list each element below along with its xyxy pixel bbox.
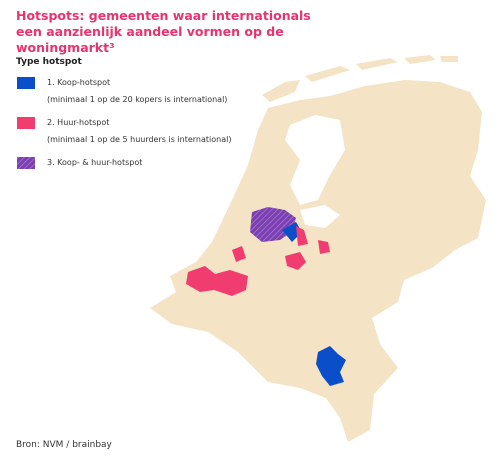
huur-hotspot bbox=[186, 266, 248, 296]
koop-hotspot bbox=[316, 346, 346, 386]
legend-label: 2. Huur-hotspot bbox=[47, 118, 110, 127]
netherlands bbox=[150, 80, 486, 442]
legend-swatch bbox=[17, 77, 35, 89]
huur-hotspot bbox=[296, 226, 308, 246]
legend-label: 1. Koop-hotspot bbox=[47, 78, 111, 87]
lake bbox=[300, 205, 340, 228]
legend-swatch bbox=[17, 157, 35, 169]
huur-hotspot bbox=[318, 240, 330, 254]
title: Hotspots: gemeenten waar internationals … bbox=[16, 8, 311, 55]
legend-title: Type hotspot bbox=[16, 57, 82, 67]
legend-swatch bbox=[17, 117, 35, 129]
lake bbox=[285, 115, 345, 205]
legend-note: (minimaal 1 op de 5 huurders is internat… bbox=[47, 135, 232, 144]
legend-note: (minimaal 1 op de 20 kopers is internati… bbox=[47, 95, 228, 104]
legend-label: 3. Koop- & huur-hotspot bbox=[47, 158, 143, 167]
source: Bron: NVM / brainbay bbox=[16, 440, 112, 450]
huur-hotspot bbox=[285, 252, 306, 270]
huur-hotspot bbox=[232, 246, 246, 262]
koop-huur-hotspot bbox=[250, 207, 296, 242]
islands bbox=[262, 55, 458, 102]
